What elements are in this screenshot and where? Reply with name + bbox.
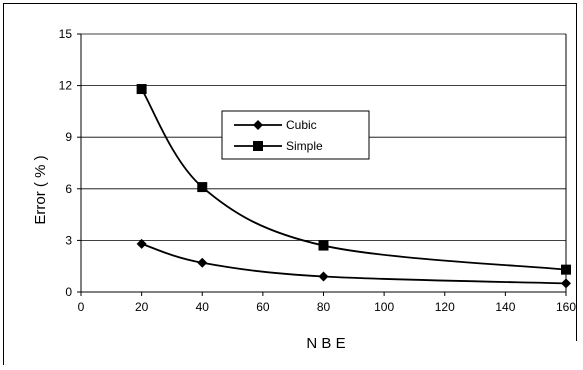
series-layer — [136, 84, 571, 289]
data-point-simple — [136, 84, 147, 95]
x-tick-label: 60 — [256, 300, 270, 314]
y-tick-label: 6 — [65, 182, 72, 196]
legend: Cubic Simple — [221, 110, 370, 160]
x-tick-label: 120 — [435, 300, 455, 314]
x-tick-label: 40 — [196, 300, 210, 314]
chart-frame-top — [3, 3, 577, 4]
series-line-cubic — [141, 242, 567, 285]
y-axis-label: Error ( % ) — [32, 155, 49, 224]
x-tick-label: 140 — [495, 300, 515, 314]
data-point-simple — [318, 240, 329, 251]
x-axis-label: N B E — [306, 335, 345, 352]
data-point-cubic — [197, 257, 208, 268]
axes-layer: 0 3 6 9 12 15 0 20 40 60 80 100 120 140 160 — [59, 27, 577, 314]
legend-label-cubic: Cubic — [286, 118, 317, 132]
y-tick-label: 15 — [59, 27, 73, 41]
data-point-cubic — [136, 238, 147, 249]
x-tick-label: 0 — [78, 300, 85, 314]
x-tick-label: 20 — [135, 300, 149, 314]
x-tick-label: 160 — [556, 300, 576, 314]
y-tick-label: 9 — [65, 130, 72, 144]
legend-label-simple: Simple — [286, 139, 323, 153]
series-line-simple — [140, 88, 567, 271]
data-point-simple — [561, 264, 571, 275]
y-tick-label: 12 — [59, 79, 73, 93]
chart-frame-right — [576, 3, 577, 341]
x-tick-label: 100 — [374, 300, 394, 314]
legend-marker-simple — [253, 141, 263, 151]
chart-frame-left — [3, 3, 4, 365]
y-tick-label: 0 — [65, 285, 72, 299]
legend-box — [221, 110, 370, 160]
legend-marker-cubic — [253, 120, 263, 130]
x-tick-label: 80 — [317, 300, 331, 314]
data-point-simple — [197, 182, 208, 193]
y-tick-label: 3 — [65, 233, 72, 247]
data-point-cubic — [561, 278, 571, 289]
data-point-cubic — [318, 271, 329, 282]
